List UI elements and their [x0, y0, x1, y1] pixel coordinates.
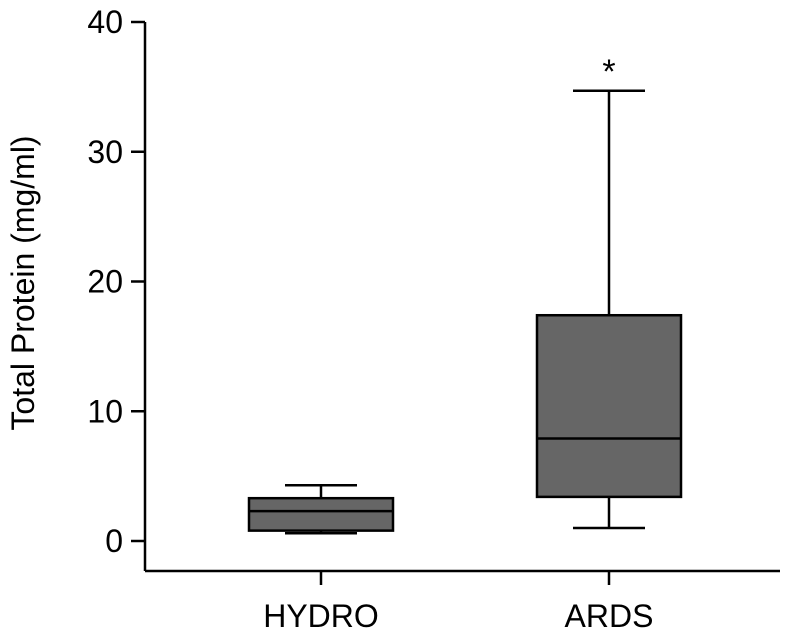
y-tick-label: 10: [87, 393, 123, 429]
y-tick-label: 30: [87, 134, 123, 170]
box-hydro: [247, 483, 395, 535]
iqr-box: [535, 313, 683, 499]
y-axis: 0 10 20 30 40: [87, 4, 147, 571]
box-ards: *: [535, 53, 683, 530]
iqr-box: [247, 496, 395, 532]
significance-annotation: *: [602, 53, 615, 91]
y-axis-title: Total Protein (mg/ml): [5, 135, 41, 430]
x-axis: HYDRO ARDS: [145, 569, 780, 634]
y-tick-label: 40: [87, 4, 123, 40]
y-tick-label: 0: [105, 523, 123, 559]
boxes: *: [247, 53, 683, 535]
y-tick-label: 20: [87, 264, 123, 300]
x-tick-label: HYDRO: [263, 598, 379, 634]
x-tick-label: ARDS: [565, 598, 654, 634]
